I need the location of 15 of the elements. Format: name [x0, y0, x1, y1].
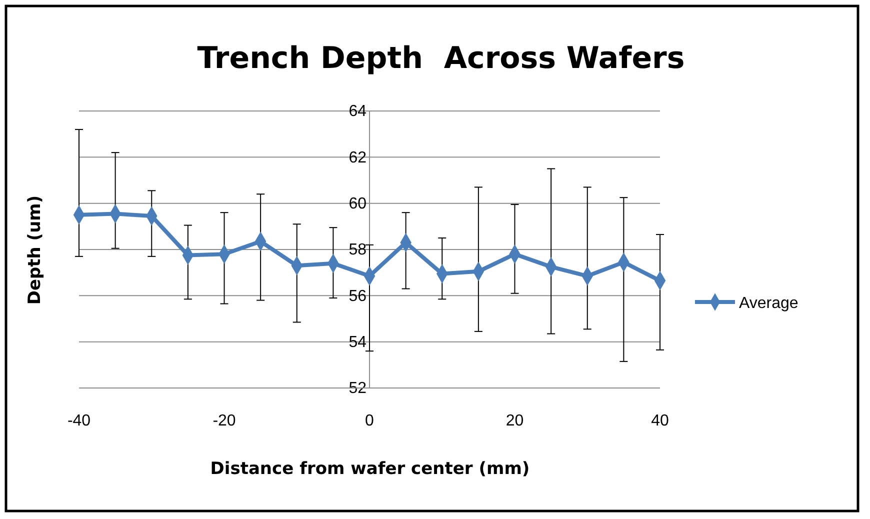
- x-tick-label: -40: [67, 412, 91, 430]
- x-tick-label: 0: [365, 412, 374, 430]
- y-tick-label: 54: [348, 334, 367, 351]
- x-tick-label: -20: [212, 412, 236, 430]
- x-axis-title: Distance from wafer center (mm): [210, 459, 530, 479]
- legend-label: Average: [739, 295, 798, 312]
- y-tick-label: 64: [348, 103, 367, 120]
- chart-title: Trench Depth Across Wafers: [197, 41, 685, 76]
- y-tick-label: 58: [348, 242, 367, 259]
- y-axis-title: Depth (um): [25, 195, 45, 305]
- x-tick-label: 20: [506, 412, 524, 430]
- y-tick-label: 56: [348, 288, 367, 305]
- y-tick-label: 60: [348, 195, 367, 212]
- x-tick-label: 40: [651, 412, 669, 430]
- y-tick-label: 62: [348, 149, 367, 166]
